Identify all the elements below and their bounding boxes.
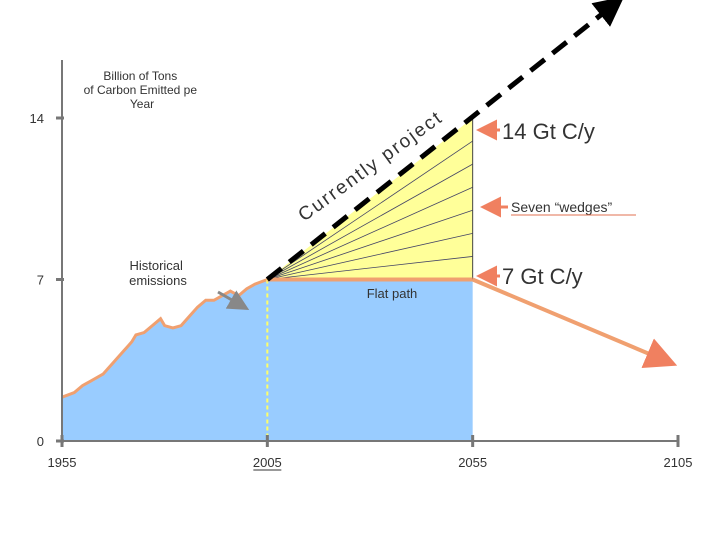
y-tick-label-0: 0 — [37, 434, 44, 449]
x-tick-label-1955: 1955 — [48, 455, 77, 470]
wedges-label: Seven “wedges” — [511, 199, 613, 215]
decline-path-arrow — [471, 277, 678, 368]
wedge-divider-2 — [267, 232, 473, 280]
wedge-divider-6 — [267, 140, 473, 280]
x-tick-label-2055: 2055 — [458, 455, 487, 470]
y-axis-label: Billion of Tons of Carbon Emitted pe Yea… — [84, 69, 201, 111]
x-tick-label-2005: 2005 — [253, 455, 282, 470]
wedge-divider-1 — [267, 256, 473, 280]
wedge-divider-5 — [267, 163, 473, 280]
historical-label: Historical emissions — [129, 258, 187, 288]
top-annotation-label: 14 Gt C/y — [502, 119, 595, 144]
y-tick-label-7: 7 — [37, 273, 44, 288]
historical-pointer-arrow — [217, 290, 250, 310]
projected-dashed-line — [265, 0, 625, 282]
y-tick-label-14: 14 — [30, 111, 44, 126]
wedge-divider-4 — [267, 186, 473, 280]
wedge-divider-3 — [267, 209, 473, 280]
middle-annotation-label: 7 Gt C/y — [502, 264, 583, 289]
x-tick-label-2105: 2105 — [664, 455, 693, 470]
flat-path-label: Flat path — [367, 286, 418, 301]
